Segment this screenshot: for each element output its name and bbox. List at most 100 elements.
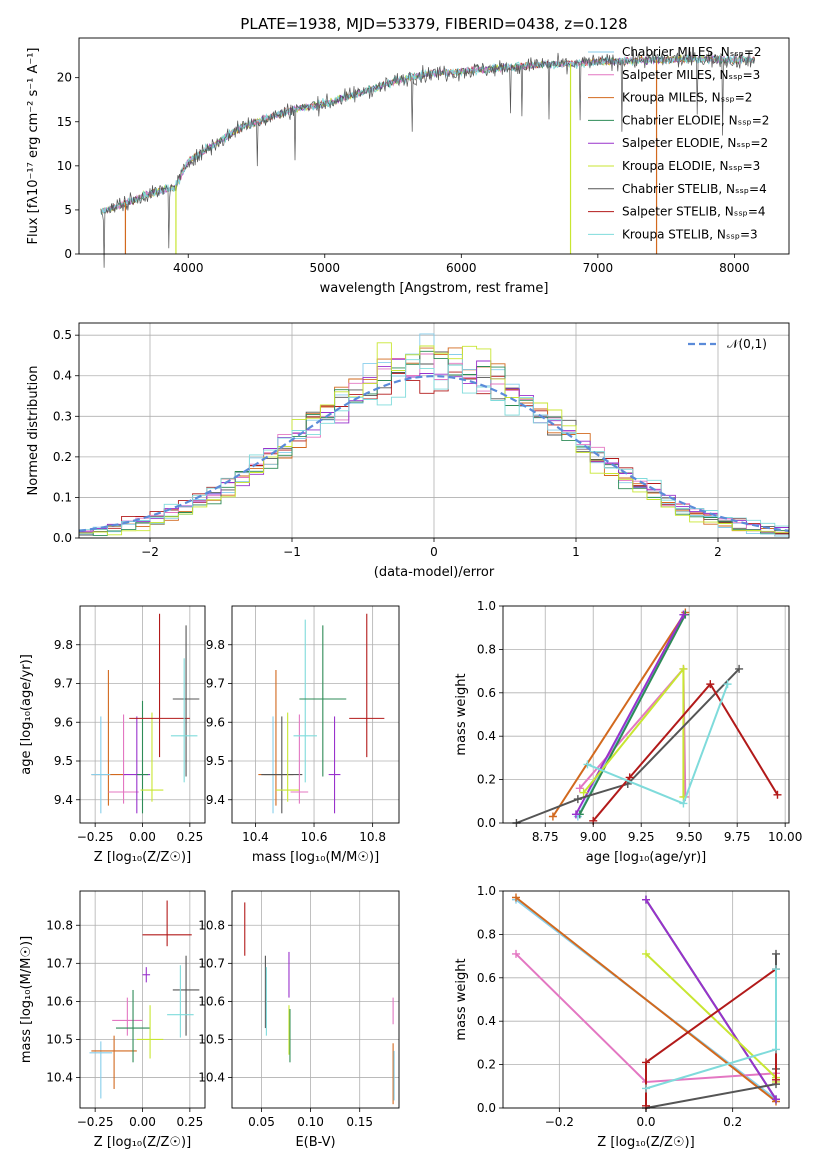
x-axis-label: age [log₁₀(age/yr)] — [586, 850, 707, 865]
weight-marker — [772, 965, 780, 974]
y-tick-label: 0.3 — [53, 409, 72, 423]
y-tick-label: 1.0 — [477, 599, 496, 613]
x-tick-label: 10.4 — [242, 830, 269, 844]
legend-label: Kroupa STELIB, Nₛₛₚ=3 — [622, 227, 758, 241]
x-tick-label: 0.05 — [248, 1115, 275, 1129]
weight-marker — [723, 680, 732, 689]
mass_vs_EBV-panel: 0.05 0.10 0.15 10.4 10.5 10.6 10.7 10.8 E(B-V) — [198, 890, 400, 1150]
spectrum-legend: Chabrier MILES, Nₛₛₚ=2 Salpeter MILES, Nₛ… — [588, 45, 769, 241]
x-axis-label: Z [log₁₀(Z/Z☉)] — [94, 1135, 191, 1150]
weight-marker — [575, 784, 584, 793]
y-tick-label: 0.6 — [477, 971, 496, 985]
age_vs_Z-panel: −0.25 0.00 0.25 9.4 9.5 9.6 9.7 9.8 Z [log₁₀(Z/Z… — [19, 605, 206, 865]
weight-marker — [773, 790, 782, 799]
x-tick-label: 5000 — [309, 261, 340, 275]
weight-line — [645, 899, 777, 1100]
normal-curve — [78, 375, 790, 532]
x-tick-label: −1 — [283, 545, 301, 559]
x-tick-label: 0.00 — [129, 1115, 156, 1129]
weight_vs_Z-plot-area — [512, 893, 780, 1112]
x-tick-label: 0.10 — [297, 1115, 324, 1129]
x-tick-label: 8000 — [719, 261, 750, 275]
weight-marker — [625, 773, 634, 782]
y-tick-label: 9.6 — [206, 715, 225, 729]
y-tick-label: 10.5 — [198, 1032, 225, 1046]
x-tick-label: 10.6 — [301, 830, 328, 844]
weight-marker — [772, 1075, 780, 1084]
residuals-panel: −2 −1 0 1 2 0.0 0.1 0.2 0.3 0.4 0.5 (data-model)/er… — [26, 322, 790, 580]
legend-label: Kroupa MILES, Nₛₛₚ=2 — [622, 91, 752, 105]
legend-label: Chabrier ELODIE, Nₛₛₚ=2 — [622, 113, 769, 127]
y-tick-label: 0.4 — [477, 729, 496, 743]
y-tick-label: 10.8 — [46, 918, 73, 932]
y-tick-label: 0.4 — [477, 1014, 496, 1028]
y-tick-label: 10.6 — [46, 994, 73, 1008]
weight_vs_age-plot-area — [512, 608, 782, 827]
y-tick-label: 0.8 — [477, 927, 496, 941]
age_vs_mass-panel: 10.4 10.6 10.8 9.4 9.5 9.6 9.7 9.8 mass [log₁₀(M… — [206, 605, 400, 865]
weight-line — [515, 896, 777, 1103]
y-tick-label: 10.4 — [198, 1071, 225, 1085]
residual-legend: 𝒩(0,1) — [688, 337, 767, 351]
weight-marker — [706, 680, 715, 689]
weight-marker — [772, 1045, 780, 1054]
y-tick-label: 10.8 — [198, 918, 225, 932]
mass_vs_Z-panel: −0.25 0.00 0.25 10.4 10.5 10.6 10.7 10.8 Z [log₁… — [19, 890, 206, 1150]
x-tick-label: −0.25 — [77, 1115, 114, 1129]
legend-label: 𝒩(0,1) — [727, 337, 767, 351]
x-tick-label: −0.2 — [545, 1115, 574, 1129]
histogram-series — [79, 353, 789, 533]
mass_vs_EBV-plot-area — [244, 902, 395, 1105]
y-tick-label: 0.0 — [477, 1101, 496, 1115]
y-tick-label: 10.7 — [198, 956, 225, 970]
legend-label: Chabrier MILES, Nₛₛₚ=2 — [622, 45, 762, 59]
mass_vs_EBV-frame — [231, 890, 400, 1109]
weight-marker — [571, 810, 580, 819]
residuals-plot-area — [78, 333, 790, 537]
y-tick-label: 0.6 — [477, 686, 496, 700]
x-tick-label: 9.50 — [676, 830, 703, 844]
weight-marker — [583, 760, 592, 769]
weight-marker — [512, 893, 520, 902]
legend-label: Salpeter ELODIE, Nₛₛₚ=2 — [622, 136, 768, 150]
y-axis-label: age [log₁₀(age/yr)] — [19, 654, 34, 775]
y-tick-label: 9.8 — [206, 638, 225, 652]
y-tick-label: 10.4 — [46, 1071, 73, 1085]
y-tick-label: 9.4 — [54, 793, 73, 807]
x-tick-label: −0.25 — [77, 830, 114, 844]
x-tick-label: 9.25 — [628, 830, 655, 844]
y-tick-label: 1.0 — [477, 884, 496, 898]
x-tick-label: 10.00 — [768, 830, 802, 844]
y-tick-label: 10.6 — [198, 994, 225, 1008]
y-tick-label: 0 — [64, 247, 72, 261]
age_vs_Z-frame — [79, 605, 206, 824]
x-tick-label: 0.0 — [636, 1115, 655, 1129]
weight-marker — [573, 795, 582, 804]
x-tick-label: 0.15 — [346, 1115, 373, 1129]
x-tick-label: 0.2 — [723, 1115, 742, 1129]
mass_vs_Z-frame — [79, 890, 206, 1109]
age_vs_Z-plot-area — [91, 613, 200, 814]
y-axis-label: mass [log₁₀(M/M☉)] — [19, 936, 34, 1063]
x-axis-label: wavelength [Angstrom, rest frame] — [320, 281, 549, 296]
spectrum-panel: 4000 5000 6000 7000 8000 0 5 10 15 20 wavelength [… — [26, 37, 790, 296]
histogram-series — [79, 342, 789, 536]
weight-marker — [772, 1095, 780, 1104]
spectrum-plot-area — [100, 47, 755, 268]
weight-marker — [579, 788, 588, 797]
weight-line — [578, 614, 687, 815]
y-tick-label: 9.7 — [54, 677, 73, 691]
x-tick-label: 6000 — [446, 261, 477, 275]
weight-marker — [772, 949, 780, 958]
weight-marker — [642, 949, 650, 958]
y-tick-label: 9.6 — [54, 715, 73, 729]
y-axis-label: mass weight — [454, 958, 469, 1040]
legend-label: Chabrier STELIB, Nₛₛₚ=4 — [622, 182, 767, 196]
legend-label: Salpeter MILES, Nₛₛₚ=3 — [622, 68, 760, 82]
y-tick-label: 0.1 — [53, 490, 72, 504]
x-tick-label: 2 — [714, 545, 722, 559]
weight_vs_age-frame — [502, 605, 790, 824]
weight-marker — [642, 895, 650, 904]
x-axis-label: Z [log₁₀(Z/Z☉)] — [597, 1135, 694, 1150]
x-tick-label: 1 — [572, 545, 580, 559]
